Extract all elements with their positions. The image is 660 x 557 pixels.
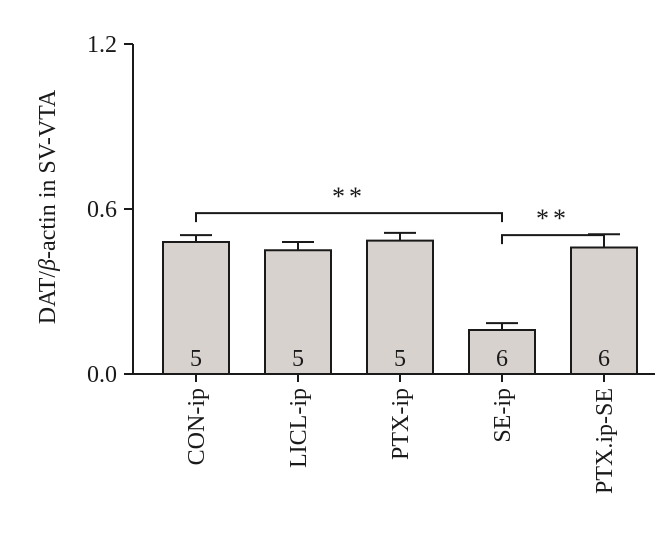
- n-label: 6: [598, 346, 610, 372]
- y-axis-label-suffix: -actin in SV-VTA: [35, 89, 61, 259]
- n-label: 5: [394, 346, 406, 372]
- x-tick-label: LICL-ip: [286, 388, 312, 468]
- bar: [468, 329, 536, 375]
- x-tick-label: PTX.ip-SE: [592, 388, 618, 494]
- y-axis-label-symbol: β: [35, 259, 61, 272]
- y-axis-label: DAT/β-actin in SV-VTA: [35, 89, 61, 324]
- significance-label: **: [332, 182, 366, 211]
- y-tick-label: 0.6: [87, 197, 117, 223]
- y-tick-label: 0.0: [87, 362, 117, 388]
- significance-bracket: [501, 234, 605, 245]
- x-tick-label: PTX-ip: [388, 388, 414, 460]
- significance-bracket: [195, 212, 503, 223]
- x-tick-label: SE-ip: [490, 388, 516, 443]
- n-label: 5: [190, 346, 202, 372]
- y-tick-label: 1.2: [87, 32, 117, 58]
- bar: [570, 246, 638, 375]
- n-label: 6: [496, 346, 508, 372]
- y-axis-label-prefix: DAT/: [35, 271, 61, 325]
- n-label: 5: [292, 346, 304, 372]
- plot-area: 0.0 0.6 1.2 5 CON-ip 5 LICL-ip 5 PTX-ip 6 SE-ip 6 PT…: [87, 32, 655, 494]
- significance-label: **: [536, 204, 570, 233]
- x-tick-label: CON-ip: [184, 388, 210, 465]
